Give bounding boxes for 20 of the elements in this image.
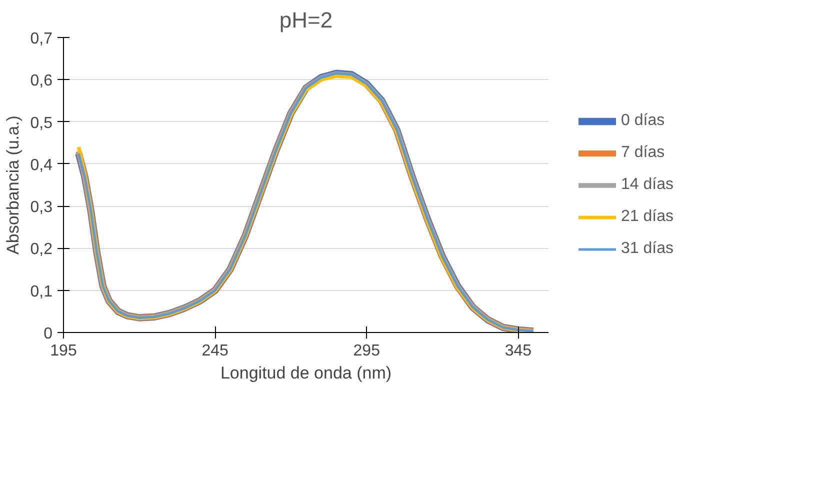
- x-tick-label: 195: [50, 342, 77, 360]
- legend-label: 7 días: [621, 144, 665, 162]
- legend-label: 31 días: [621, 240, 674, 258]
- y-axis-title: Absorbancia (u.a.): [3, 116, 22, 254]
- legend-label: 14 días: [621, 176, 674, 194]
- y-tick-label: 0: [44, 326, 53, 342]
- chart-title: pH=2: [279, 8, 333, 32]
- x-tick-label: 295: [353, 342, 380, 360]
- x-axis-title: Longitud de onda (nm): [220, 364, 392, 382]
- y-tick-label: 0,3: [30, 199, 53, 216]
- y-tick-label: 0,4: [30, 156, 53, 174]
- legend-label: 0 días: [621, 112, 665, 130]
- legend-label: 21 días: [621, 208, 674, 226]
- y-tick-label: 0,2: [30, 241, 53, 258]
- y-tick-label: 0,6: [30, 72, 53, 90]
- x-tick-label: 245: [202, 342, 229, 360]
- y-tick-label: 0,5: [30, 114, 53, 132]
- x-tick-label: 345: [504, 342, 532, 360]
- y-tick-label: 0,1: [30, 283, 53, 300]
- y-tick-label: 0,7: [30, 30, 53, 48]
